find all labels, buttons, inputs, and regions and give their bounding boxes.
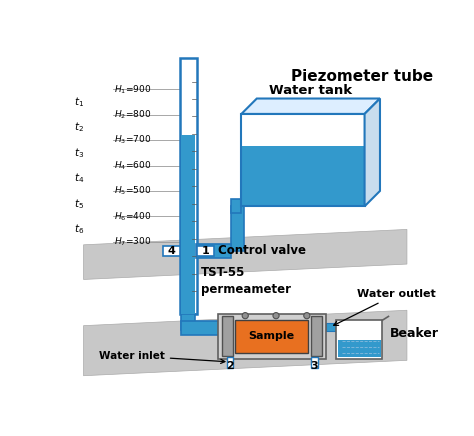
Polygon shape [365,99,380,206]
Text: $H_3$=700: $H_3$=700 [114,134,152,146]
Text: TST-55
permeameter: TST-55 permeameter [201,266,291,296]
Text: Beaker: Beaker [390,327,439,340]
Text: 2: 2 [226,361,234,371]
Bar [337,340,381,357]
Text: $t_4$: $t_4$ [74,171,84,185]
Circle shape [304,313,310,319]
Text: Water inlet: Water inlet [99,351,225,364]
Text: $H_5$=500: $H_5$=500 [114,185,152,197]
Text: $t_5$: $t_5$ [74,197,84,211]
Text: $t_1$: $t_1$ [74,95,84,109]
Text: $t_2$: $t_2$ [74,120,84,134]
Bar [311,317,322,357]
Text: 3: 3 [311,361,319,371]
Text: $H_2$=800: $H_2$=800 [114,109,152,121]
Text: 4: 4 [167,246,175,256]
Bar [326,324,336,331]
Text: $t_6$: $t_6$ [74,222,84,236]
Bar [231,199,241,213]
Bar [182,314,195,330]
Text: Sample: Sample [249,331,295,341]
Text: $t_3$: $t_3$ [74,146,84,160]
Text: $H_7$=300: $H_7$=300 [114,235,152,248]
Bar [231,206,245,251]
Bar [219,314,326,359]
Circle shape [273,313,279,319]
Circle shape [242,313,248,319]
Text: Piezometer tube: Piezometer tube [292,69,434,84]
Bar [336,320,383,359]
Text: $H_6$=400: $H_6$=400 [114,210,152,223]
Bar [180,58,197,314]
Bar [235,320,309,353]
Text: Water outlet: Water outlet [334,289,436,325]
Polygon shape [83,310,407,376]
Bar [227,357,233,368]
Bar [182,321,258,335]
Bar [222,317,233,357]
Polygon shape [241,99,380,114]
Polygon shape [83,229,407,279]
Bar [311,357,318,368]
Text: 1: 1 [202,246,210,256]
Bar [196,244,231,258]
Bar [182,135,195,314]
Text: $H_4$=600: $H_4$=600 [114,159,152,172]
Bar [241,146,365,206]
Text: $H_1$=900: $H_1$=900 [114,83,152,95]
Bar [198,245,214,256]
Bar [241,114,365,206]
Text: Water tank: Water tank [269,84,352,97]
Text: Control valve: Control valve [219,245,306,258]
Bar [163,245,180,256]
